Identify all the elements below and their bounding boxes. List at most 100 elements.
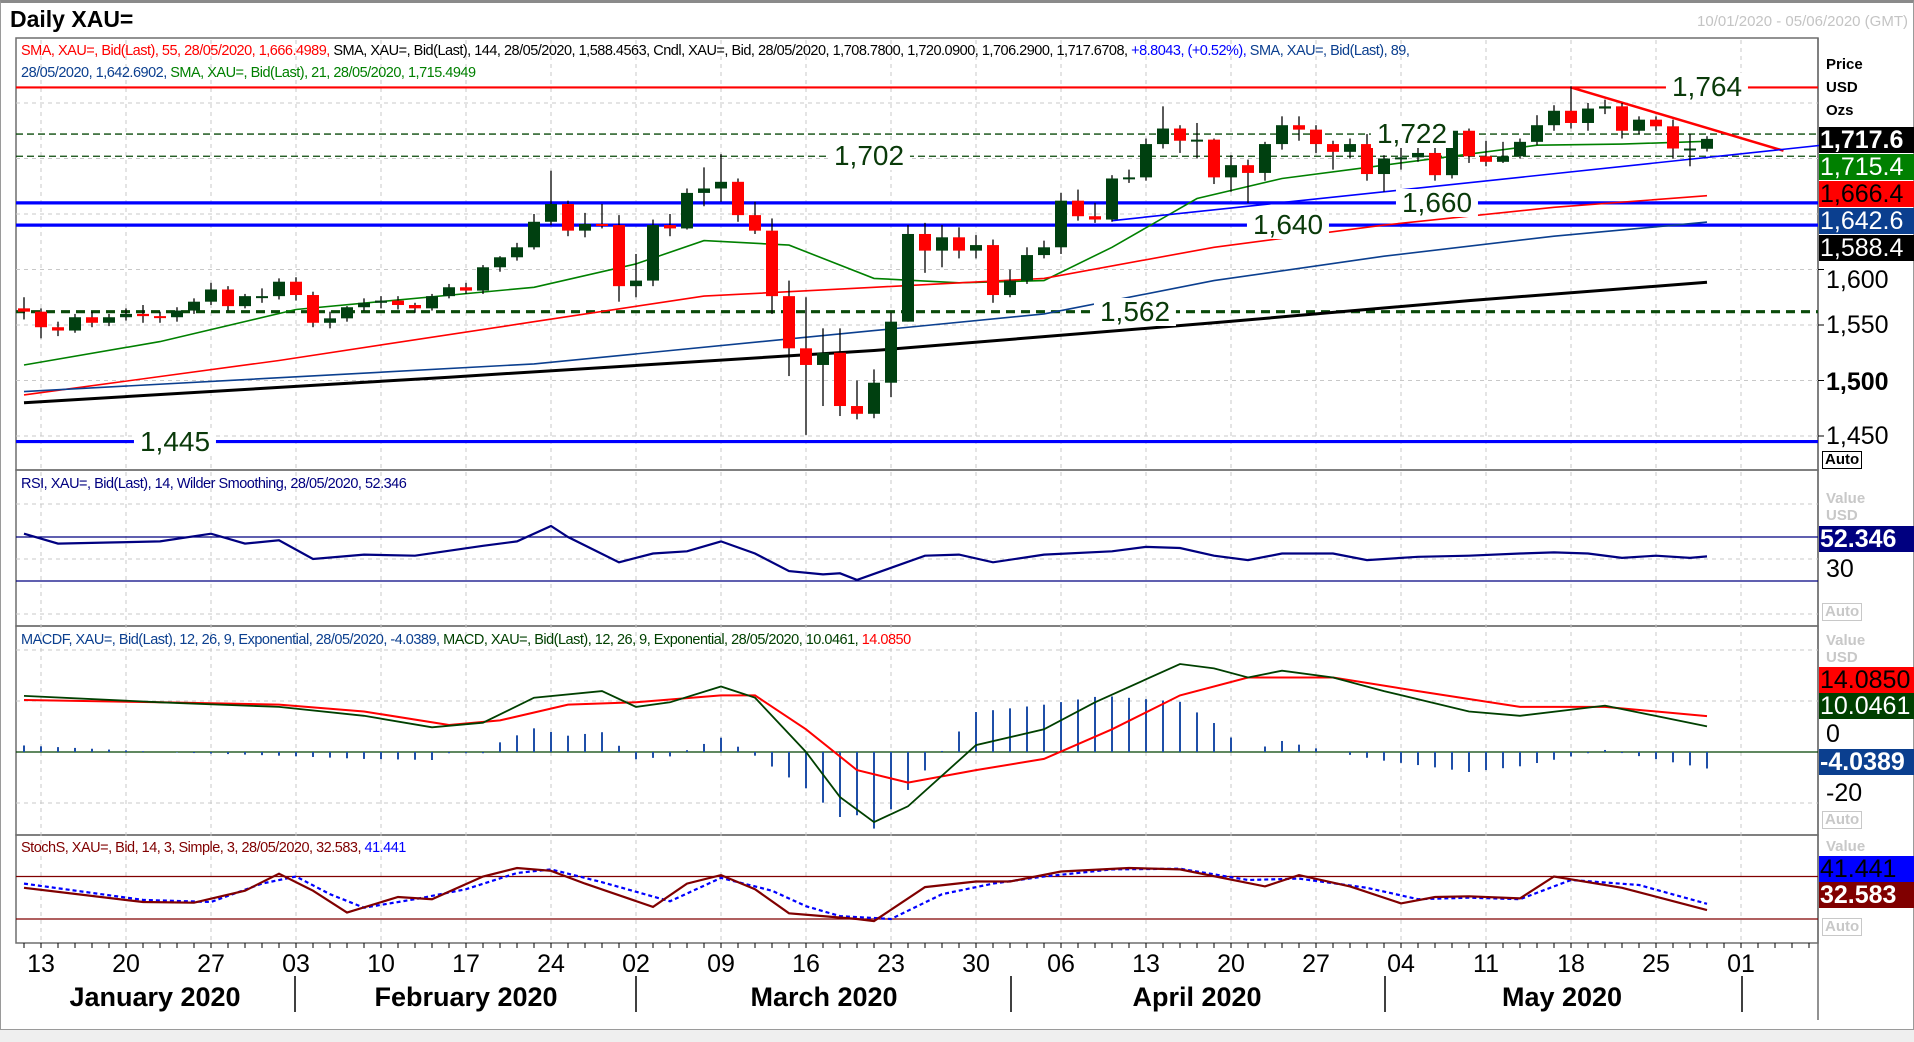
candle-up [1344,144,1356,152]
date-tick-label: 04 [1387,950,1415,978]
legend-macd: MACD, XAU=, Bid(Last), 12, 26, 9, Expone… [439,632,859,648]
candle-down [290,281,302,296]
macd-auto-button[interactable]: Auto [1822,811,1863,829]
date-tick-label: 27 [197,950,225,978]
candle-up [1004,280,1016,296]
candle-up [885,321,897,383]
legend-sma144-candle: SMA, XAU=, Bid(Last), 144, 28/05/2020, 1… [329,43,1128,59]
candle-down [562,204,574,231]
last-price-box: 1,717.6 [1819,127,1914,153]
candle-up [970,245,982,251]
rsi-tick-30: 30 [1826,555,1854,583]
candle-down [1072,200,1084,217]
level-label-1562: 1,562 [1093,297,1177,326]
rsi-panel [15,469,1819,627]
candle-up [545,204,557,222]
candle-down [1616,106,1628,131]
candle-down [460,287,472,291]
date-tick-label: 18 [1557,950,1585,978]
candle-up [1106,178,1118,220]
macd-axis-header-value: Value [1826,632,1866,649]
candle-up [1055,200,1067,248]
candle-down [1327,144,1339,152]
candle-down [307,295,319,323]
macdf-value-box: -4.0389 [1819,749,1914,775]
rsi-axis-header-value: Value [1826,490,1866,507]
candle-down [732,181,744,216]
date-tick-label: 06 [1047,950,1075,978]
level-label-1660: 1,660 [1395,188,1479,217]
rsi-auto-button[interactable]: Auto [1822,603,1863,621]
level-label-1722: 1,722 [1370,120,1454,149]
candle-down [1361,144,1373,175]
date-tick-label: 23 [877,950,905,978]
candle-up [681,192,693,229]
date-tick-label: 09 [707,950,735,978]
candle-up [1140,144,1152,178]
candle-down [1174,128,1186,141]
candle-up [528,221,540,248]
candle-down [1480,156,1492,162]
date-tick-label: 11 [1473,950,1499,978]
candle-up [868,382,880,414]
macd-signal-value-box: 14.0850 [1819,667,1914,693]
candle-up [1412,152,1424,158]
candle-up [1225,165,1237,178]
candle-down [613,225,625,287]
price-tick-1450: 1,450 [1826,422,1889,450]
date-tick-label: 03 [282,950,310,978]
candle-up [256,296,268,299]
macd-value-box: 10.0461 [1819,693,1914,719]
legend-stoch-d: 41.441 [360,840,407,856]
legend-stoch-k: StochS, XAU=, Bid, 14, 3, Simple, 3, 28/… [21,840,361,856]
date-tick-label: 13 [27,950,55,978]
date-tick-label: 25 [1642,950,1670,978]
candle-up [715,181,727,189]
date-tick-label: 01 [1727,950,1755,978]
sma89-value-box: 1,642.6 [1819,208,1914,234]
price-auto-button[interactable]: Auto [1822,451,1863,469]
candle-up [477,267,489,291]
candle-down [596,223,608,226]
price-axis-header-price: Price [1826,56,1863,73]
date-range: 10/01/2020 - 05/06/2020 (GMT) [1697,13,1908,30]
candle-down [800,348,812,365]
date-tick-label: 16 [792,950,820,978]
legend-macd-signal: 14.0850 [858,632,911,648]
stoch-k-line [23,866,1708,923]
candle-down [1242,165,1254,173]
macd-tick-minus20: -20 [1826,779,1863,807]
price-axis-header-usd: USD [1826,79,1858,96]
candle-up [1633,119,1645,131]
candle-down [1429,152,1441,176]
candle-up [630,280,642,287]
candle-up [1531,125,1543,142]
candle-up [494,257,506,268]
candle-up [205,289,217,302]
candle-up [341,307,353,319]
candle-down [919,233,931,251]
candle-up [936,237,948,251]
macd-axis-header-usd: USD [1826,649,1858,666]
candle-down [52,327,64,331]
candle-down [1463,130,1475,157]
macd-signal-line [23,676,1708,784]
macd-legend: MACDF, XAU=, Bid(Last), 12, 26, 9, Expon… [21,631,911,649]
candle-up [358,302,370,308]
rsi-value-box: 52.346 [1819,526,1914,552]
candle-up [647,225,659,281]
candle-down [86,317,98,323]
sma144-value-box: 1,588.4 [1819,235,1914,261]
candle-down [409,305,421,309]
candle-down [18,308,30,312]
candle-up [426,296,438,309]
month-label-january: January 2020 [69,982,241,1012]
stoch-axis-header-value: Value [1826,838,1866,855]
candle-up [1123,177,1135,180]
candle-down [1565,110,1577,123]
macd-tick-0: 0 [1826,720,1840,748]
candle-up [1582,108,1594,123]
stoch-auto-button[interactable]: Auto [1822,918,1863,936]
month-label-may: May 2020 [1501,982,1623,1012]
